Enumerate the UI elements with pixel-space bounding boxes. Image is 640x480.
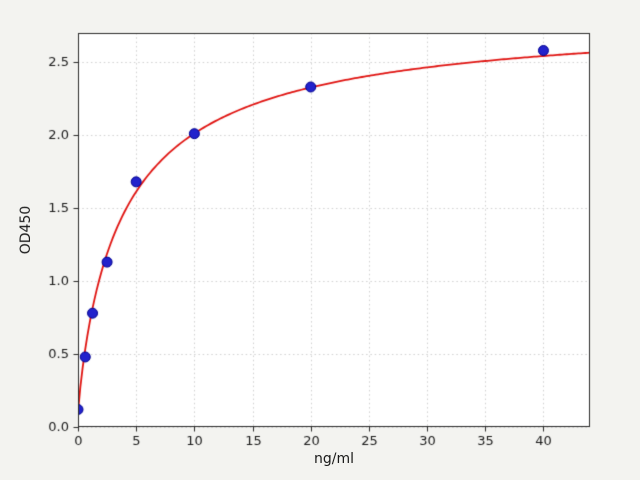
y-axis-label: OD450 [18, 205, 34, 255]
x-axis-label: ng/ml [313, 451, 354, 467]
